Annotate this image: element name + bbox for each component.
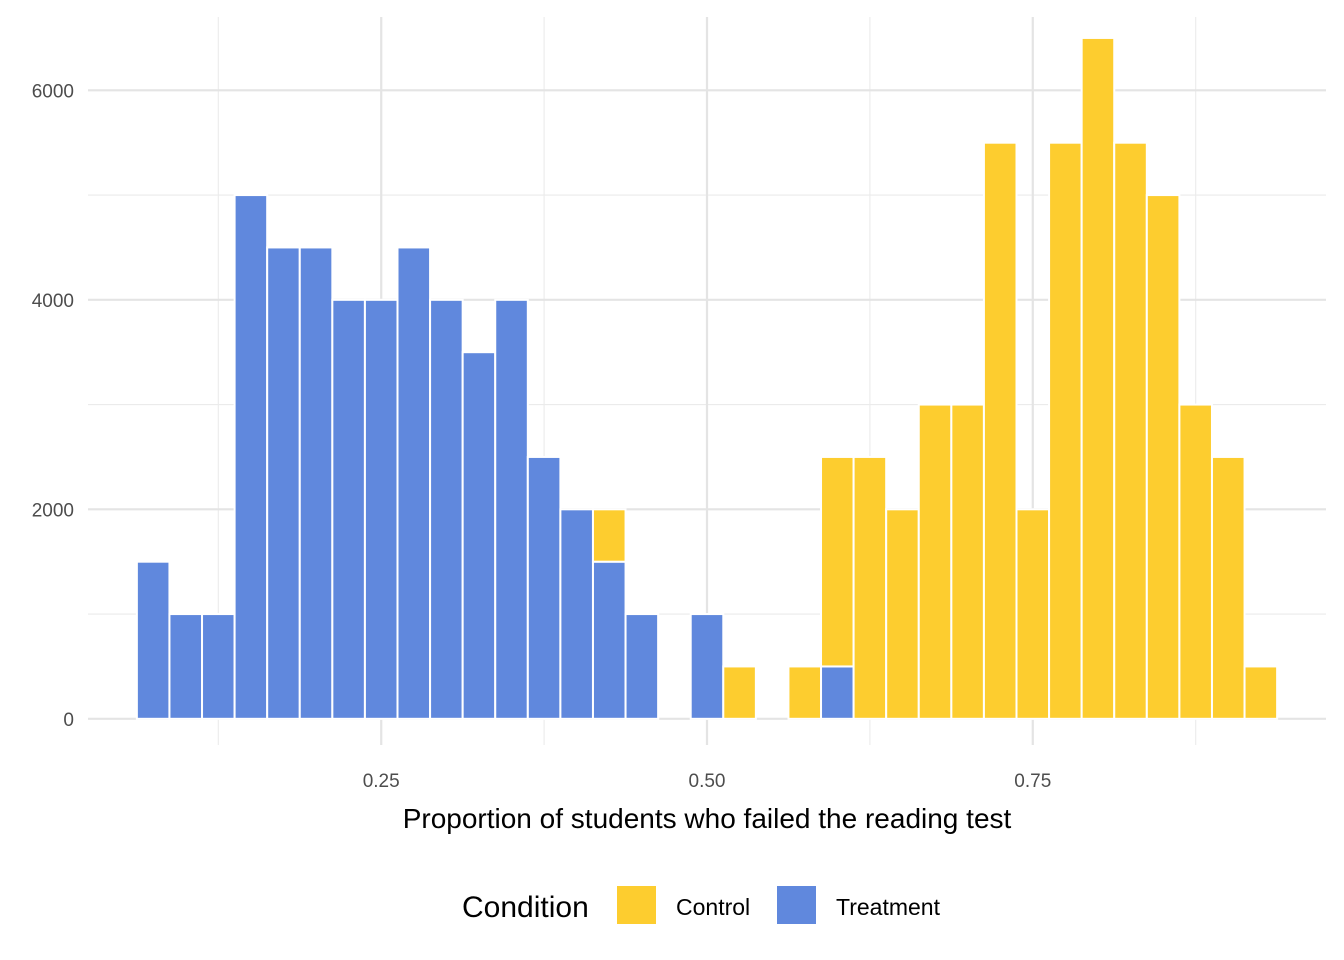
y-axis-tick-labels: 0 2000 4000 6000 [32,81,74,730]
bar-treatment [168,613,204,720]
bar-control [1145,194,1181,720]
bar-control [982,141,1018,720]
bar-treatment [266,246,301,720]
y-tick-label: 4000 [32,291,74,312]
legend-key-treatment [777,886,816,924]
bar-treatment [559,508,594,720]
bar-control [1210,455,1246,720]
bar-control [1015,508,1051,720]
x-tick-label: 0.25 [363,771,400,792]
bar-treatment [624,613,660,720]
x-axis-tick-labels: 0.25 0.50 0.75 [363,771,1052,792]
x-tick-label: 0.50 [689,771,726,792]
bar-control [1048,141,1083,720]
bar-treatment [461,351,497,720]
bar-control [787,665,823,720]
bar-treatment [591,560,627,720]
bar-control [1080,36,1116,720]
bar-treatment [494,298,529,720]
bar-control [1113,141,1148,720]
histogram-bars [135,36,1279,720]
bar-treatment [429,298,464,720]
bar-treatment [396,246,432,720]
x-tick-label: 0.75 [1014,771,1051,792]
legend-label-treatment: Treatment [836,894,941,920]
x-axis-title: Proportion of students who failed the re… [403,803,1012,834]
bar-control [950,403,985,720]
y-tick-label: 2000 [32,500,74,521]
bar-treatment [135,560,171,720]
legend-label-control: Control [676,894,750,920]
y-tick-label: 6000 [32,81,74,102]
bar-treatment [331,298,366,720]
y-tick-label: 0 [63,710,74,731]
bar-control [820,455,855,668]
bar-control [852,455,888,720]
bar-treatment [363,298,399,720]
bar-control [591,508,627,563]
bar-treatment [233,194,269,720]
bar-control [885,508,920,720]
legend: Condition Control Treatment [462,886,941,924]
bar-control [1243,665,1279,720]
bar-control [1178,403,1213,720]
bar-treatment [526,455,562,720]
bar-treatment [689,613,725,720]
bar-treatment [298,246,334,720]
legend-key-control [617,886,656,924]
bar-control [722,665,757,720]
bar-treatment [820,665,855,720]
bar-control [917,403,953,720]
legend-title: Condition [462,891,589,924]
bar-treatment [201,613,236,720]
